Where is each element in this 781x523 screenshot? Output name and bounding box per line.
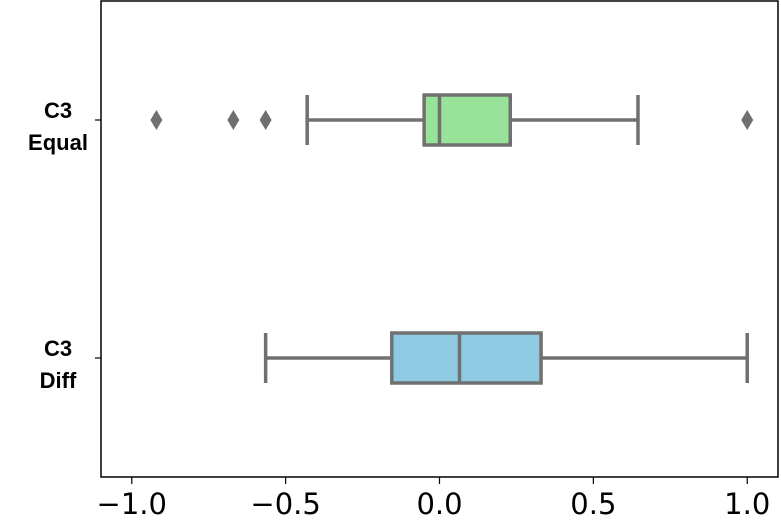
plot-frame xyxy=(100,0,779,478)
x-tick-label: 1.0 xyxy=(724,487,770,521)
box-iqr xyxy=(390,331,543,385)
x-axis-ticks: −1.0 −0.5 0.0 0.5 1.0 xyxy=(97,477,770,521)
box-iqr xyxy=(422,93,513,147)
box-group xyxy=(150,93,754,147)
box-group xyxy=(263,331,749,385)
category-label-line2: Diff xyxy=(40,368,77,393)
y-axis-categories: C3 Equal C3 Diff xyxy=(28,98,101,393)
outlier-point xyxy=(741,110,754,130)
outlier-point xyxy=(227,110,240,130)
category-label-line1: C3 xyxy=(44,98,72,123)
category-label-line1: C3 xyxy=(44,336,72,361)
x-tick-label: 0.0 xyxy=(416,487,462,521)
outlier-point xyxy=(150,110,163,130)
outlier-point xyxy=(259,110,272,130)
x-tick-label: 0.5 xyxy=(570,487,616,521)
boxes xyxy=(150,93,754,385)
x-tick-label: −0.5 xyxy=(250,487,320,521)
category-label-line2: Equal xyxy=(28,130,88,155)
x-tick-label: −1.0 xyxy=(97,487,167,521)
